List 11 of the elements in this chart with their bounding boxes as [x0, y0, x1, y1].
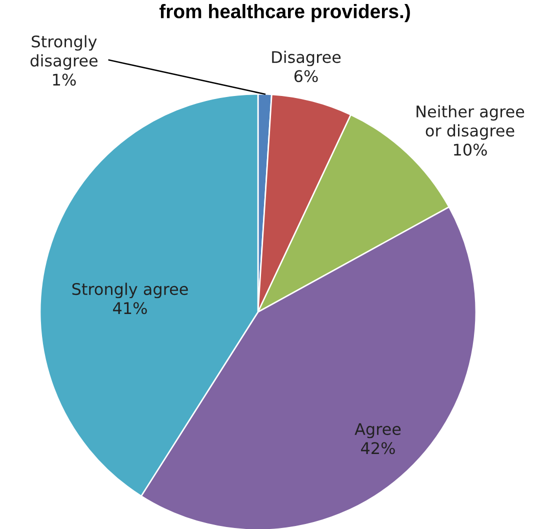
data-label: 6% [294, 70, 318, 82]
chart-title: from healthcare providers.) [159, 4, 410, 22]
data-label: 41% [113, 302, 147, 314]
data-label: 10% [454, 144, 487, 156]
slice-label: Agree [354, 423, 401, 438]
data-label: 42% [361, 442, 395, 454]
data-label: 1% [53, 74, 76, 86]
slice-label: Strongly agree [72, 282, 188, 298]
slice-label: Strongly disagree [30, 35, 98, 70]
slice-label: Neither agree or disagree [416, 105, 524, 140]
slice-label: Disagree [272, 50, 341, 66]
